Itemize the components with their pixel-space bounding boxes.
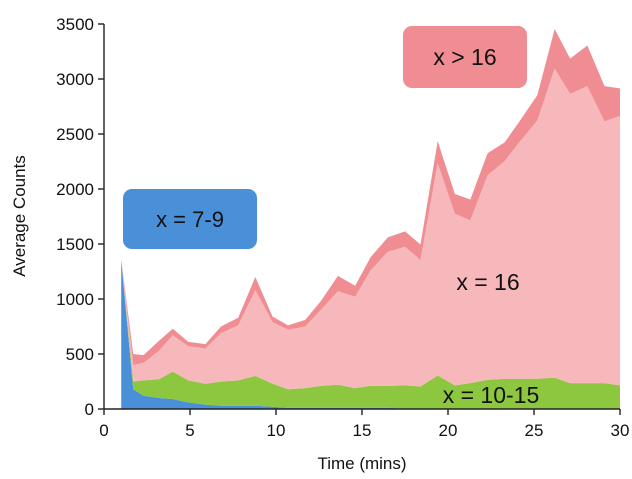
- annotation-box: [403, 26, 527, 88]
- y-axis-title: Average Counts: [10, 155, 29, 277]
- y-tick-label: 0: [85, 400, 94, 419]
- annotation-label: x = 16: [456, 269, 519, 295]
- x-tick-label: 15: [353, 421, 372, 440]
- x-tick-label: 30: [611, 421, 630, 440]
- y-tick-label: 2000: [56, 180, 94, 199]
- y-axis-ticks: 0 500 1000 1500 2000 2500 3000 3500: [56, 15, 104, 419]
- y-tick-label: 3000: [56, 70, 94, 89]
- area-series-3: [121, 28, 620, 365]
- x-tick-label: 10: [267, 421, 286, 440]
- area-layer: [121, 28, 620, 409]
- area-series-2: [121, 68, 620, 390]
- annotation-box: [123, 189, 257, 249]
- annotation-label: x = 10-15: [443, 382, 540, 408]
- x-tick-label: 20: [439, 421, 458, 440]
- x-tick-label: 25: [525, 421, 544, 440]
- y-tick-label: 3500: [56, 15, 94, 34]
- annotation-label: x > 16: [433, 44, 496, 70]
- x-tick-label: 5: [185, 421, 194, 440]
- y-tick-label: 1000: [56, 290, 94, 309]
- x-axis-title: Time (mins): [317, 454, 406, 473]
- y-tick-label: 500: [66, 345, 94, 364]
- area-series-1: [121, 259, 620, 409]
- x-axis-ticks: 0 5 10 15 20 25 30: [99, 409, 629, 440]
- x-tick-label: 0: [99, 421, 108, 440]
- annotation-text-layer: x = 7-9 x > 16 x = 16 x = 10-15: [156, 44, 539, 408]
- annotation-box-layer: [123, 26, 527, 249]
- annotation-label: x = 7-9: [156, 207, 224, 232]
- y-tick-label: 2500: [56, 125, 94, 144]
- y-tick-label: 1500: [56, 235, 94, 254]
